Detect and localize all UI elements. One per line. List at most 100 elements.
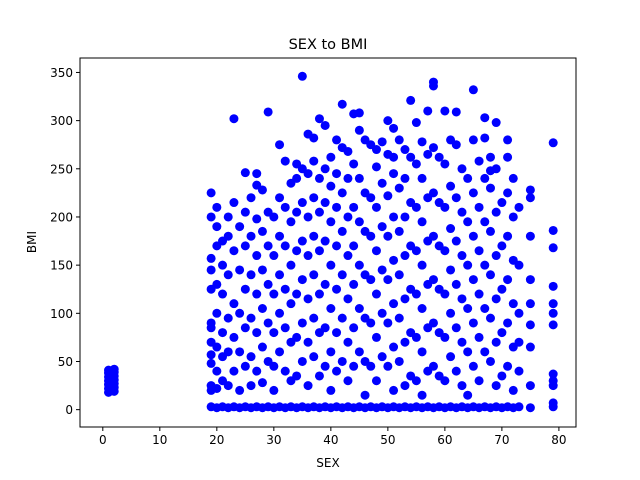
data-point (548, 243, 558, 253)
data-point (252, 289, 262, 299)
data-point (240, 323, 250, 333)
data-point (440, 202, 450, 212)
data-point (269, 361, 279, 371)
data-point (343, 173, 353, 183)
data-point (491, 118, 501, 128)
data-point (457, 251, 467, 261)
data-point (423, 106, 433, 116)
data-point (480, 347, 490, 357)
data-point (229, 114, 239, 124)
data-point (223, 381, 233, 391)
data-point (503, 275, 513, 285)
data-point (440, 246, 450, 256)
data-point (309, 133, 319, 143)
data-point (480, 173, 490, 183)
data-point (240, 241, 250, 251)
data-point (417, 217, 427, 227)
data-point (206, 323, 216, 333)
data-point (400, 381, 410, 391)
data-point (491, 381, 501, 391)
data-point (314, 246, 324, 256)
data-point (371, 202, 381, 212)
data-point (269, 385, 279, 395)
data-point (354, 125, 364, 135)
data-point (451, 323, 461, 333)
y-tick-label: 100 (50, 307, 73, 321)
data-point (400, 145, 410, 155)
data-point (275, 308, 285, 318)
data-point (257, 185, 267, 195)
data-point (263, 318, 273, 328)
data-point (394, 135, 404, 145)
data-point (428, 231, 438, 241)
data-point (240, 284, 250, 294)
data-point (383, 191, 393, 201)
data-point (223, 231, 233, 241)
data-point (394, 270, 404, 280)
data-point (257, 226, 267, 236)
data-point (548, 369, 558, 379)
data-point (480, 217, 490, 227)
data-point (451, 279, 461, 289)
data-point (428, 361, 438, 371)
data-point (417, 260, 427, 270)
data-point (389, 212, 399, 222)
data-point (400, 251, 410, 261)
data-point (377, 265, 387, 275)
data-point (206, 358, 216, 368)
data-point (349, 159, 359, 169)
data-point (497, 284, 507, 294)
data-point (297, 198, 307, 208)
data-point (303, 337, 313, 347)
data-point (269, 328, 279, 338)
data-point (446, 352, 456, 362)
data-point (218, 289, 228, 299)
data-point (206, 350, 216, 360)
data-points (104, 71, 558, 413)
data-point (485, 183, 495, 193)
data-point (468, 231, 478, 241)
data-point (326, 385, 336, 395)
data-point (332, 202, 342, 212)
data-point (257, 304, 267, 313)
data-point (485, 152, 495, 162)
data-point (337, 313, 347, 323)
data-point (371, 145, 381, 155)
data-point (246, 381, 256, 391)
data-point (332, 169, 342, 179)
data-point (491, 294, 501, 304)
data-point (474, 332, 484, 342)
data-point (411, 376, 421, 386)
data-point (320, 279, 330, 289)
data-point (411, 159, 421, 169)
data-point (497, 328, 507, 338)
data-point (525, 320, 535, 330)
data-point (257, 342, 267, 352)
data-point (280, 202, 290, 212)
data-point (474, 246, 484, 256)
data-point (366, 275, 376, 285)
data-point (548, 225, 558, 235)
data-point (309, 156, 319, 166)
data-point (503, 361, 513, 371)
data-point (240, 361, 250, 371)
y-tick-label: 300 (50, 114, 73, 128)
data-point (525, 403, 535, 413)
data-point (314, 289, 324, 299)
data-point (332, 284, 342, 294)
y-tick-label: 200 (50, 210, 73, 224)
data-point (314, 207, 324, 217)
data-point (269, 212, 279, 222)
x-tick-label: 40 (323, 433, 338, 447)
data-point (434, 152, 444, 162)
data-point (206, 212, 216, 222)
data-point (354, 260, 364, 270)
data-point (446, 181, 456, 191)
data-point (468, 275, 478, 285)
data-point (275, 193, 285, 203)
data-point (440, 106, 450, 116)
data-point (366, 318, 376, 328)
data-point (503, 231, 513, 241)
data-point (240, 168, 250, 178)
